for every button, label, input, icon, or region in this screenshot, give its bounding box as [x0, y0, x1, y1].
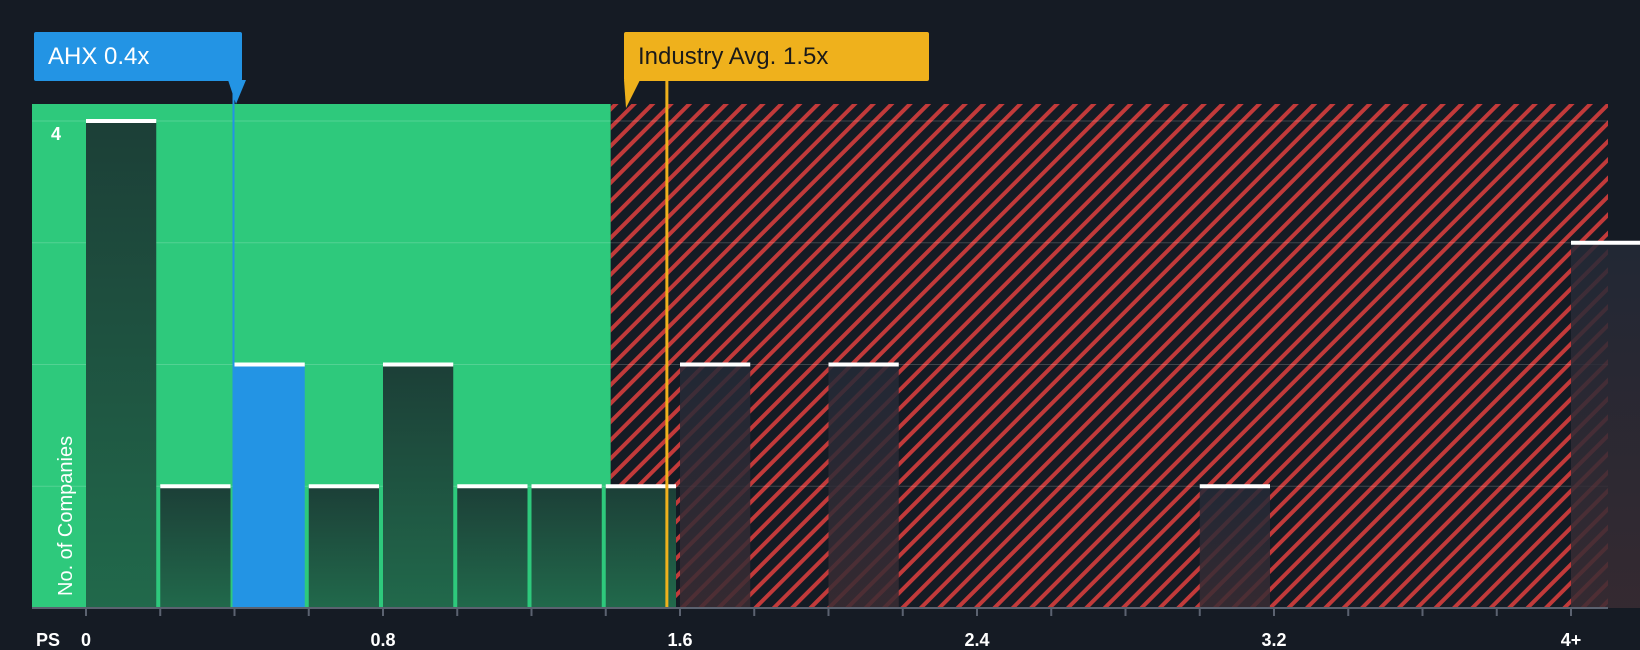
histogram-bar [160, 486, 231, 608]
x-tick-label: 4+ [1561, 630, 1582, 650]
bar-top-cap [680, 362, 751, 367]
histogram-bar [308, 486, 379, 608]
x-tick-label: 0 [81, 630, 91, 650]
histogram-bar [828, 364, 899, 608]
histogram-bar [531, 486, 602, 608]
bar-top-cap [605, 484, 676, 489]
histogram-bar [383, 364, 454, 608]
histogram-bar [234, 364, 305, 608]
overvalued-zone [610, 104, 1608, 608]
x-tick-label: 3.2 [1261, 630, 1286, 650]
bar-top-cap [1199, 484, 1270, 489]
x-tick-label: 2.4 [964, 630, 989, 650]
x-tick-label: 0.8 [370, 630, 395, 650]
histogram-bar [1199, 486, 1270, 608]
bar-top-cap [86, 119, 157, 123]
bar-top-cap [234, 362, 305, 367]
histogram-bar [605, 486, 676, 608]
bar-top-cap [160, 484, 231, 489]
y-tick-label: 4 [51, 124, 61, 144]
company-ps-callout: AHX 0.4x [34, 32, 242, 81]
industry-callout-pointer [624, 80, 640, 108]
histogram-bar [1571, 242, 1640, 608]
x-tick-label: 1.6 [667, 630, 692, 650]
bar-top-cap [308, 484, 379, 489]
bar-top-cap [457, 484, 528, 489]
bar-top-cap [1571, 240, 1640, 245]
histogram-bar [680, 364, 751, 608]
bar-top-cap [383, 362, 454, 367]
x-axis-prefix: PS [36, 630, 60, 650]
industry-average-callout: Industry Avg. 1.5x [624, 32, 929, 81]
histogram-bar [457, 486, 528, 608]
histogram-bar [86, 121, 157, 608]
bar-top-cap [828, 362, 899, 367]
bar-top-cap [531, 484, 602, 489]
company-callout-pointer [228, 80, 246, 104]
y-axis-label: No. of Companies [55, 435, 77, 596]
